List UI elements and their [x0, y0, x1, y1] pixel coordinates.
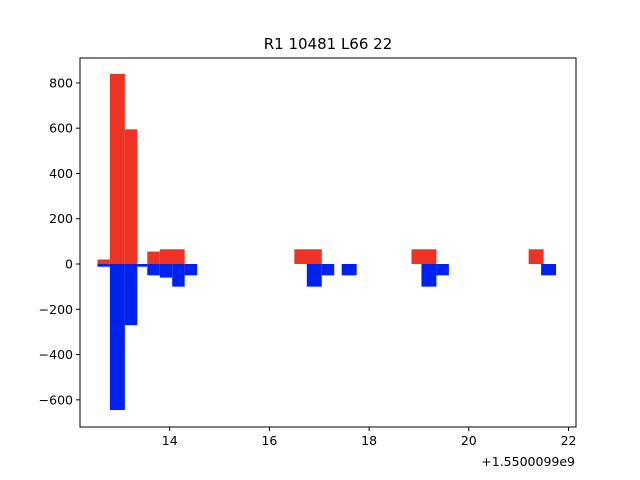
bar-series-2-10 — [321, 264, 335, 276]
chart-title: R1 10481 L66 22 — [264, 35, 393, 53]
bar-series-2-2 — [109, 264, 125, 411]
bar-series-2-11 — [341, 264, 357, 276]
bar-series-2-4 — [137, 264, 148, 267]
bar-series-1-2 — [109, 73, 125, 265]
x-tick-label: 18 — [361, 433, 377, 448]
bar-series-2-6 — [159, 264, 173, 278]
bar-series-2-13 — [436, 264, 449, 276]
bar-series-2-8 — [184, 264, 198, 276]
y-axis: −600 −400 −200 0 200 400 600 800 — [39, 75, 80, 407]
bar-series-2-1 — [97, 264, 110, 267]
x-tick-label: 16 — [261, 433, 277, 448]
y-tick-label: 800 — [49, 75, 73, 90]
x-offset-label: +1.5500099e9 — [481, 454, 575, 469]
y-tick-label: 0 — [65, 257, 73, 272]
bar-series-1-6 — [294, 249, 322, 265]
x-tick-label: 20 — [461, 433, 477, 448]
y-tick-label: 400 — [49, 166, 73, 181]
bar-series-1-8 — [528, 249, 544, 265]
x-tick-label: 14 — [162, 433, 178, 448]
y-tick-label: −600 — [39, 392, 73, 407]
x-axis: 14 16 18 20 22 — [162, 427, 577, 448]
bar-series-1-5 — [159, 249, 185, 265]
bar-series-2-12 — [421, 264, 437, 287]
bar-series-1-1 — [97, 259, 110, 265]
y-tick-label: −200 — [39, 302, 73, 317]
y-tick-label: 200 — [49, 211, 73, 226]
bar-series-1-3 — [124, 129, 138, 265]
bar-series-1-4 — [147, 251, 160, 265]
bars-layer — [97, 73, 557, 411]
bar-series-2-5 — [147, 264, 160, 276]
bar-series-1-7 — [411, 249, 437, 265]
bar-series-2-14 — [541, 264, 557, 276]
x-tick-label: 22 — [561, 433, 577, 448]
bar-series-2-3 — [124, 264, 138, 326]
plot-frame — [79, 57, 577, 428]
bar-series-2-9 — [306, 264, 322, 287]
bar-series-2-7 — [172, 264, 185, 287]
y-tick-label: 600 — [49, 121, 73, 136]
y-tick-label: −400 — [39, 347, 73, 362]
